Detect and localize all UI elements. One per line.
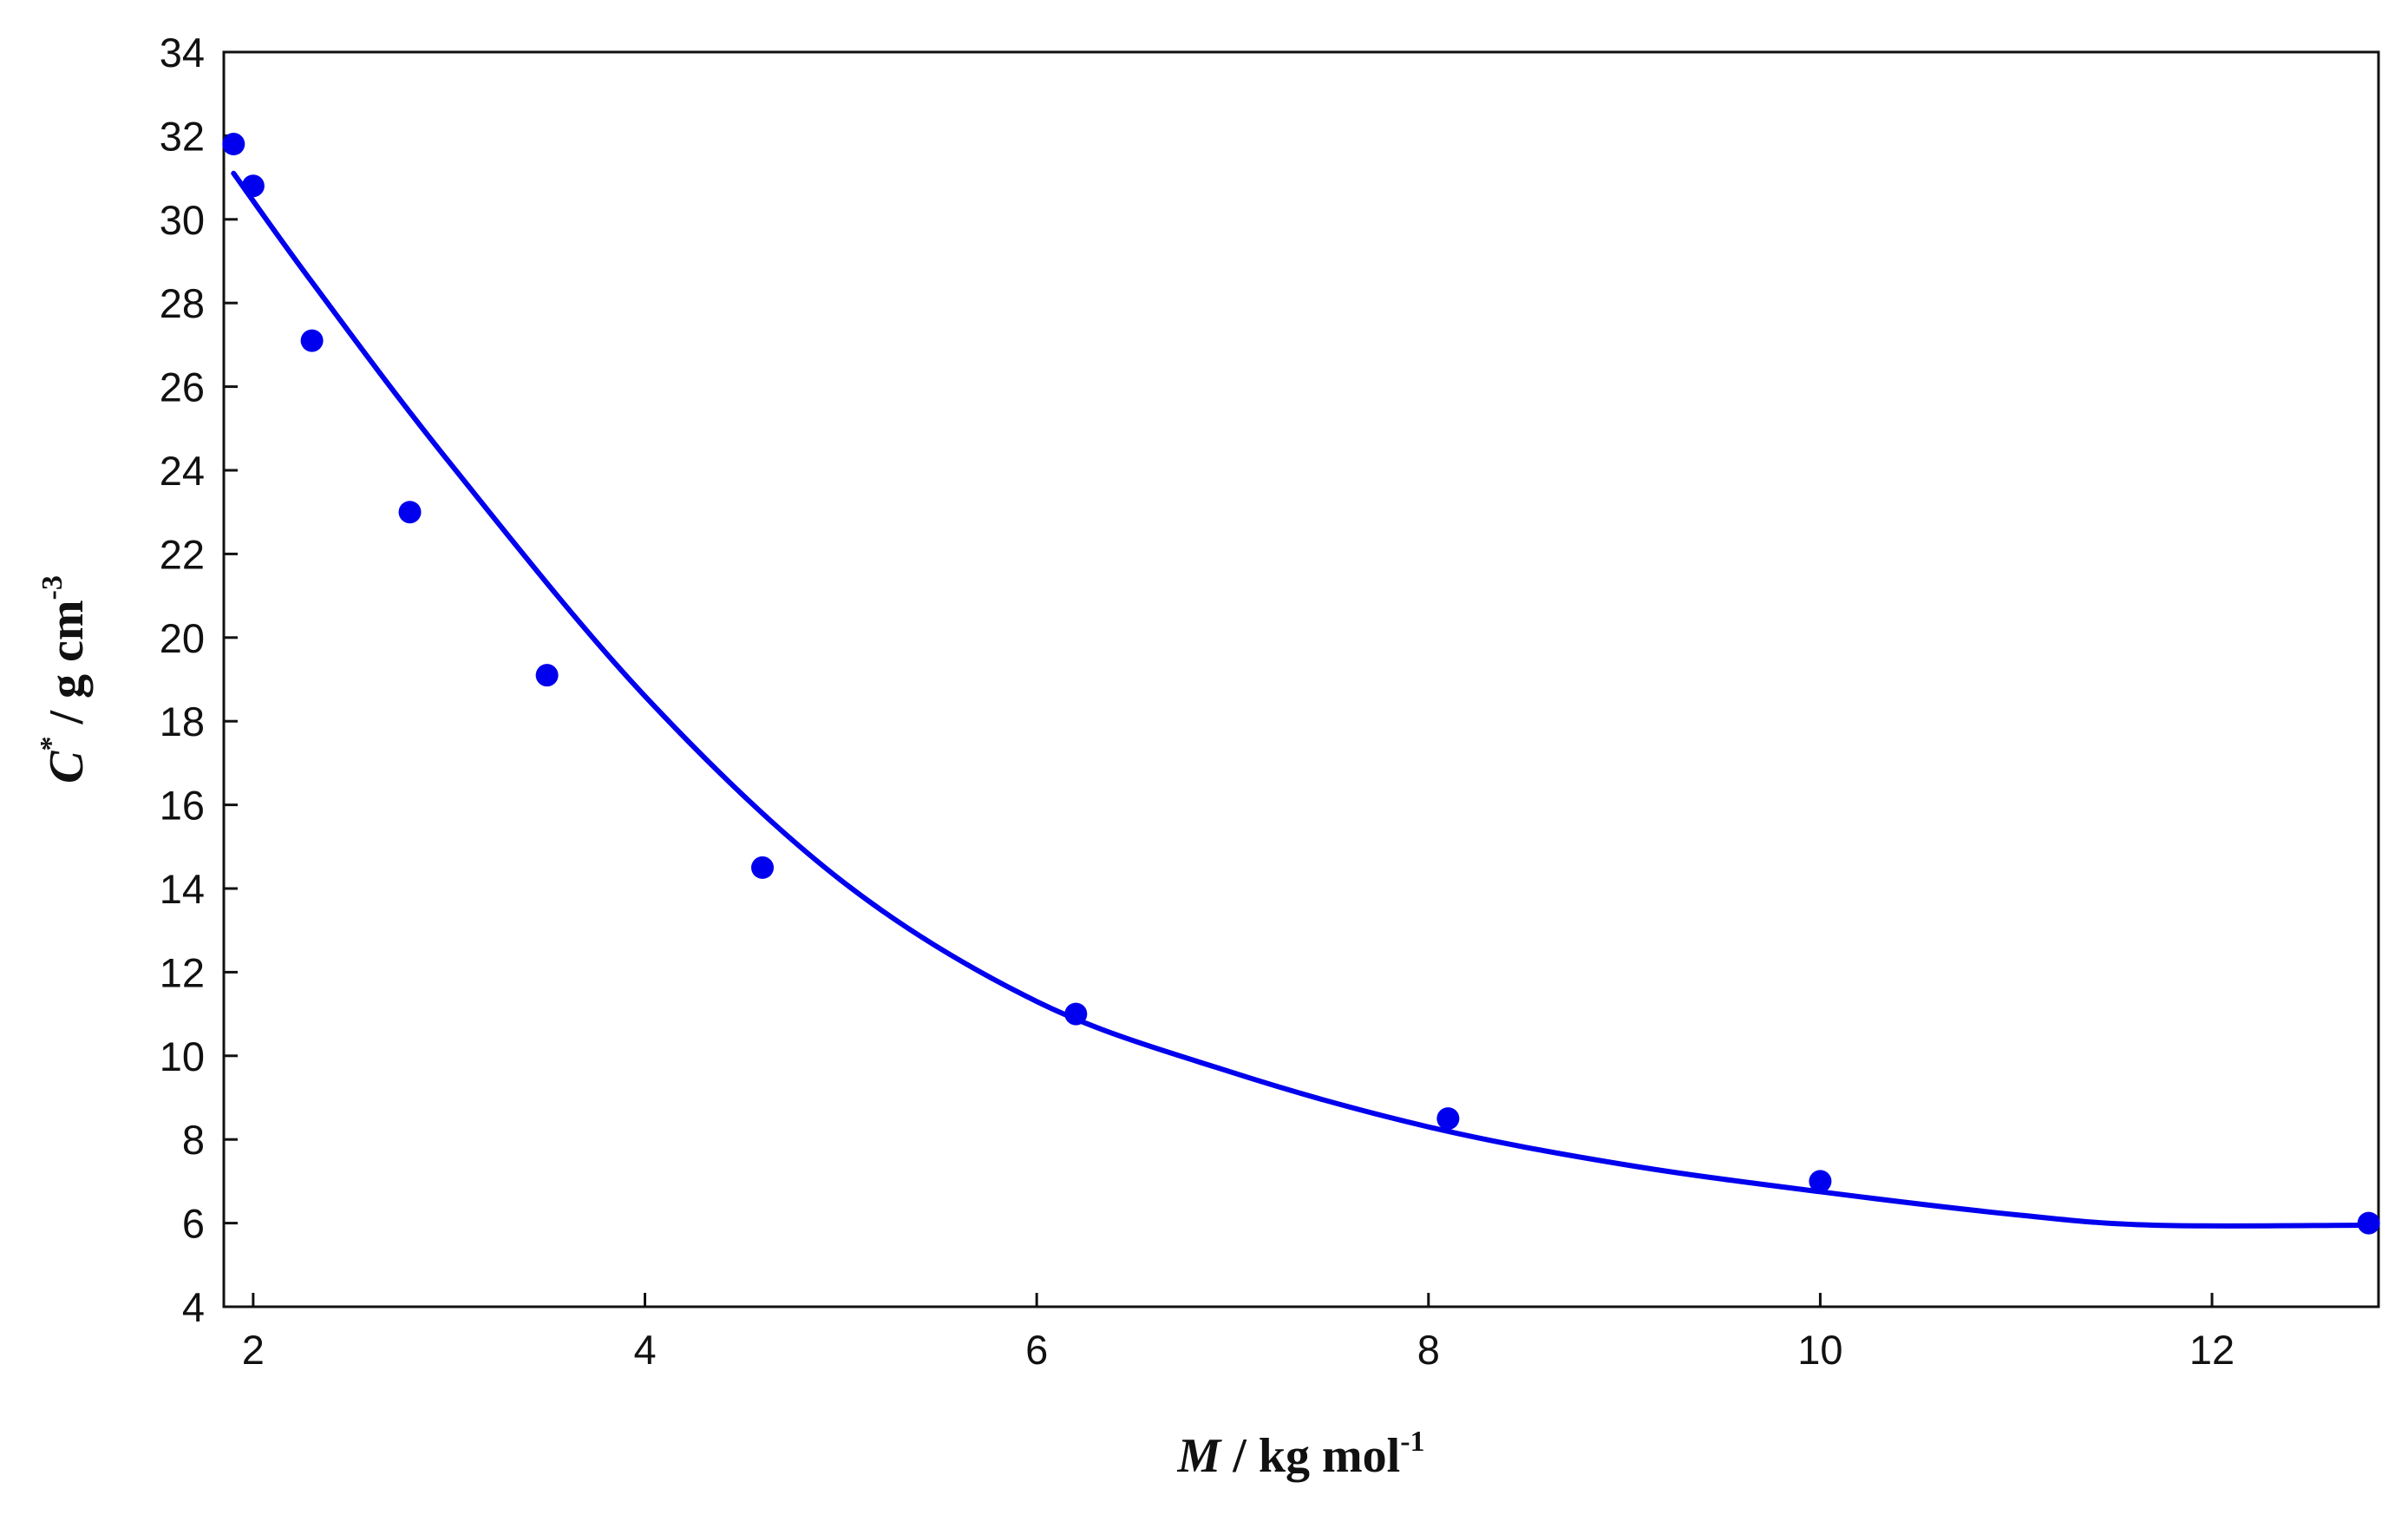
y-tick-label: 16 <box>160 783 205 829</box>
y-tick-label: 10 <box>160 1033 205 1079</box>
y-tick-label: 8 <box>182 1117 205 1163</box>
data-point <box>1436 1107 1460 1131</box>
data-point <box>241 174 265 198</box>
fit-curve <box>231 170 2372 1229</box>
x-axis-ticks: 2 4 6 8 10 12 <box>242 1293 2235 1373</box>
y-tick-label: 4 <box>182 1284 205 1330</box>
data-point <box>398 501 422 524</box>
y-tick-label: 28 <box>160 280 205 326</box>
y-tick-label: 14 <box>160 866 205 912</box>
y-tick-label: 32 <box>160 113 205 159</box>
x-tick-label: 2 <box>242 1327 265 1373</box>
y-tick-label: 12 <box>160 949 205 995</box>
data-point <box>300 329 324 352</box>
x-tick-label: 12 <box>2189 1327 2235 1373</box>
y-axis-ticks: 4 6 8 10 12 14 16 18 20 22 24 26 28 30 32 34 <box>160 30 238 1330</box>
y-tick-label: 18 <box>160 698 205 744</box>
data-point <box>1809 1170 1832 1193</box>
y-tick-label: 30 <box>160 197 205 243</box>
data-point <box>1064 1002 1088 1026</box>
x-tick-label: 10 <box>1797 1327 1842 1373</box>
y-tick-label: 34 <box>160 30 205 75</box>
x-tick-label: 4 <box>633 1327 656 1373</box>
y-tick-label: 22 <box>160 531 205 577</box>
y-tick-label: 20 <box>160 615 205 661</box>
x-tick-label: 6 <box>1025 1327 1048 1373</box>
x-axis-label: M / kg mol-1 <box>1176 1426 1424 1483</box>
y-axis-label: C* / g cm-3 <box>35 575 94 784</box>
data-point <box>751 856 774 879</box>
y-tick-label: 24 <box>160 448 205 494</box>
data-points <box>222 133 2380 1235</box>
plot-frame <box>222 50 2380 1308</box>
data-point <box>2357 1211 2380 1235</box>
data-point <box>222 133 245 156</box>
data-point <box>535 664 559 687</box>
x-tick-label: 8 <box>1417 1327 1440 1373</box>
y-tick-label: 26 <box>160 364 205 410</box>
y-tick-label: 6 <box>182 1201 205 1247</box>
